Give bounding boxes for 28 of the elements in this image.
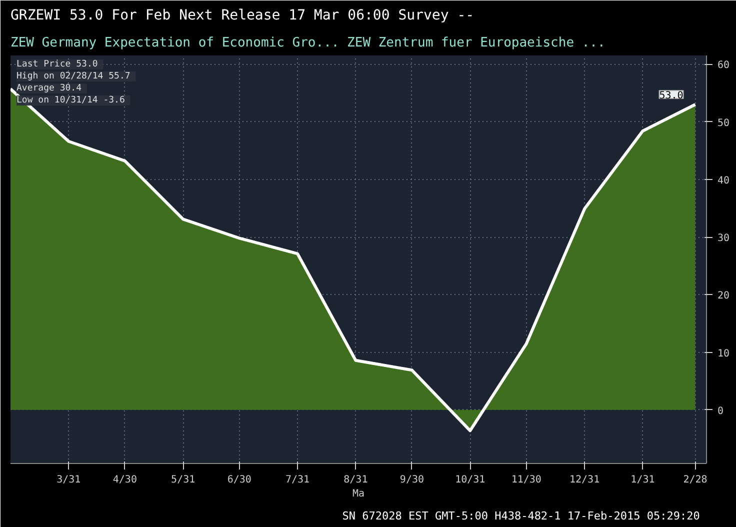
x-tick-label: 6/30 — [227, 474, 252, 486]
x-tick-label: 2/28 — [683, 474, 708, 486]
x-tick-label: 12/31 — [570, 474, 600, 486]
annotation: 53.0 — [659, 90, 684, 102]
annotation: Average 30.4 — [16, 84, 82, 94]
x-tick-label: 4/30 — [112, 474, 137, 486]
x-tick-label: 5/31 — [171, 474, 196, 486]
y-tick-label: 10 — [718, 348, 730, 360]
chart-subtitle: ZEW Germany Expectation of Economic Gro... ZEW Zentrum fuer Europaeische ... — [10, 36, 606, 50]
text: SN 672028 EST GMT-5:00 H438-482-1 17-Feb-2015 05:29:20 — [342, 510, 700, 522]
x-tick-label: 11/30 — [511, 474, 542, 486]
y-tick-label: 40 — [718, 175, 730, 186]
y-tick-label: 20 — [718, 290, 730, 302]
x-tick-label: 9/30 — [400, 474, 424, 486]
annotation: Last Price 53.0 — [16, 60, 98, 70]
x-tick-label: 1/31 — [630, 474, 655, 486]
chart-title: GRZEWI 53.0 For Feb Next Release 17 Mar 06:00 Survey -- — [10, 8, 474, 24]
y-tick-label: 50 — [718, 118, 730, 129]
x-tick-label: 7/31 — [285, 474, 310, 486]
x-axis-title: Ma — [352, 488, 365, 500]
x-tick-label: 10/31 — [455, 474, 486, 486]
annotation: High on 02/28/14 55.7 — [16, 72, 130, 82]
y-tick-label: 0 — [718, 406, 724, 417]
y-tick-label: 60 — [718, 60, 730, 72]
y-tick-label: 30 — [718, 233, 730, 244]
x-tick-label: 3/31 — [56, 474, 81, 486]
x-tick-label: 8/31 — [344, 474, 368, 486]
annotation: Low on 10/31/14 -3.6 — [16, 96, 125, 106]
